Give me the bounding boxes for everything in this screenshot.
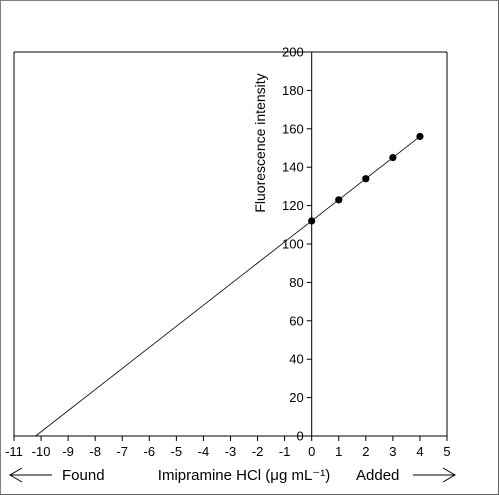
added-arrowhead <box>442 467 456 483</box>
x-tick-label: -1 <box>279 444 291 459</box>
y-tick-label: 20 <box>289 390 303 405</box>
y-tick-label: 200 <box>282 45 304 60</box>
fit-line-group <box>35 136 421 437</box>
y-tick-label: 100 <box>282 237 304 252</box>
y-tick-label: 140 <box>282 160 304 175</box>
x-axis-title: Imipramine HCl (μg mL⁻¹) <box>158 467 330 484</box>
x-tick-label: -5 <box>171 444 183 459</box>
labels: Fluorescence intensity Imipramine HCl (μ… <box>62 73 399 484</box>
x-tick-label: 0 <box>308 444 315 459</box>
data-point <box>389 154 397 162</box>
x-tick-label: -4 <box>198 444 210 459</box>
x-tick-label: -9 <box>62 444 74 459</box>
data-point <box>335 196 343 204</box>
x-tick-label: -6 <box>144 444 156 459</box>
fit-line <box>35 136 421 437</box>
found-label: Found <box>62 467 105 484</box>
y-axis-title: Fluorescence intensity <box>252 73 268 212</box>
x-tick-label: -7 <box>116 444 128 459</box>
x-tick-label: -11 <box>5 444 23 459</box>
direction-arrows <box>9 467 456 483</box>
x-tick-label: 5 <box>443 444 450 459</box>
x-tick-label: 2 <box>362 444 369 459</box>
found-arrowhead <box>9 467 23 483</box>
data-point <box>308 217 316 225</box>
x-tick-label: 3 <box>389 444 396 459</box>
data-points <box>308 132 424 225</box>
x-tick-label: 4 <box>416 444 423 459</box>
y-tick-label: 0 <box>296 429 303 444</box>
added-label: Added <box>356 467 399 484</box>
x-tick-label: -10 <box>32 444 51 459</box>
x-tick-label: 1 <box>335 444 342 459</box>
y-tick-label: 80 <box>289 275 303 290</box>
data-point <box>416 132 424 141</box>
x-tick-label: -2 <box>252 444 264 459</box>
y-tick-label: 120 <box>282 198 304 213</box>
y-tick-label: 60 <box>289 313 303 328</box>
y-tick-label: 40 <box>289 352 303 367</box>
y-tick-label: 180 <box>282 83 304 98</box>
x-tick-label: -8 <box>89 444 101 459</box>
data-point <box>362 175 370 183</box>
y-tick-label: 160 <box>282 121 304 136</box>
axes: -11 -10 -9 -8 -7 -6 -5 -4 -3 -2 -1 0 1 2 3 4 50204060801… <box>5 45 451 460</box>
x-tick-label: -3 <box>225 444 237 459</box>
